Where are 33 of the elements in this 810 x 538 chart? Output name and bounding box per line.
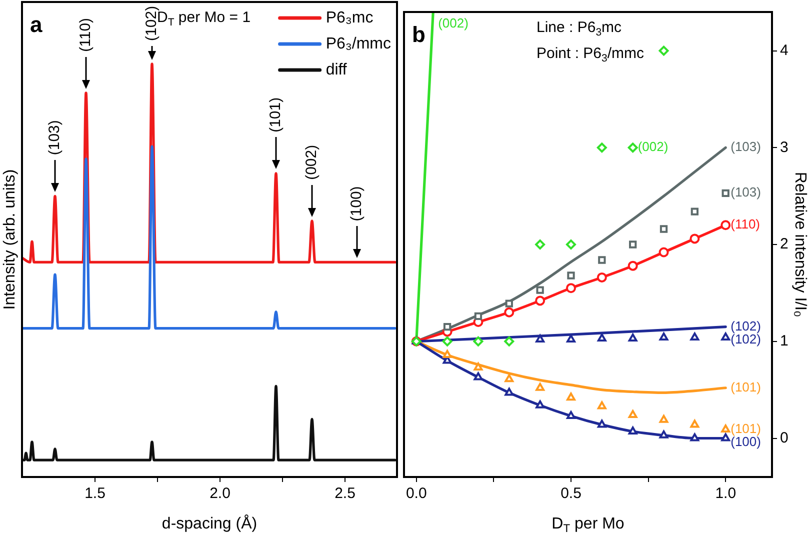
x-tick-label: 0.0 (406, 485, 427, 502)
annotation: (002) (303, 144, 320, 180)
series-label: (103) (730, 184, 761, 200)
x-tick-label: 0.5 (560, 485, 582, 502)
annotation: (110) (77, 18, 94, 52)
series-label: (110) (730, 216, 760, 232)
y2-tick-label: 4 (780, 42, 788, 59)
legend-label: P6₃mc (326, 9, 374, 26)
annotation: (103) (46, 120, 64, 156)
annotation: (100) (348, 186, 366, 222)
x-axis-title: d-spacing (Å) (162, 514, 258, 532)
series-label: (002) (438, 16, 468, 31)
series-label: (102) (730, 318, 761, 334)
x-tick-label: 1.5 (84, 485, 106, 502)
series-label: (101) (730, 421, 761, 436)
annotation: b (412, 22, 426, 48)
text: a (30, 12, 43, 38)
annotation: (102) (143, 6, 160, 41)
x-tick-label: 2.5 (334, 485, 356, 502)
legend-label: diff (326, 61, 348, 78)
y2-axis-title: Relative intensity I/I₀ (792, 172, 809, 318)
y2-tick-label: 3 (780, 138, 788, 156)
series-label: (002) (638, 139, 668, 154)
y2-tick-label: 0 (780, 429, 788, 446)
y-axis-title: Intensity (arb. units) (1, 169, 18, 310)
x-tick-label: 2.0 (210, 485, 230, 502)
legend-label: P6₃/mmc (326, 35, 391, 52)
x-tick-label: 1.0 (715, 485, 736, 502)
y2-tick-label: 1 (780, 332, 788, 350)
annotation: (101) (267, 97, 284, 132)
series-label: (103) (730, 139, 761, 154)
series-label: (101) (730, 379, 761, 394)
y2-tick-label: 2 (780, 236, 788, 253)
